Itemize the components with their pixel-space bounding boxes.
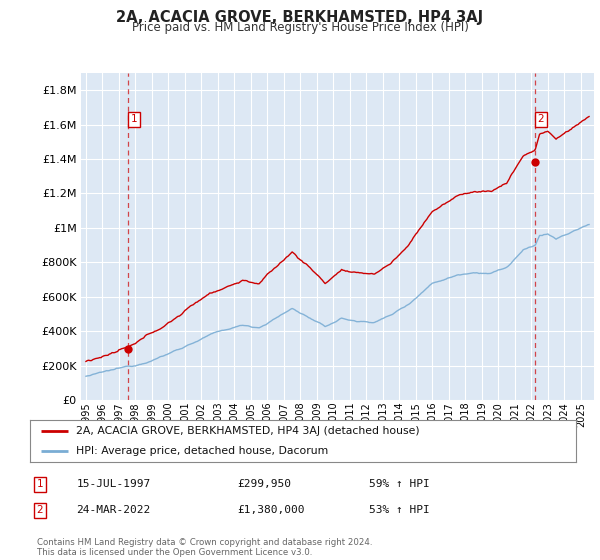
Text: 2: 2 — [538, 114, 544, 124]
Text: Contains HM Land Registry data © Crown copyright and database right 2024.
This d: Contains HM Land Registry data © Crown c… — [37, 538, 372, 557]
Text: HPI: Average price, detached house, Dacorum: HPI: Average price, detached house, Daco… — [76, 446, 329, 456]
Text: 24-MAR-2022: 24-MAR-2022 — [76, 505, 151, 515]
Text: 2A, ACACIA GROVE, BERKHAMSTED, HP4 3AJ (detached house): 2A, ACACIA GROVE, BERKHAMSTED, HP4 3AJ (… — [76, 426, 420, 436]
Text: 1: 1 — [37, 479, 43, 489]
Text: Price paid vs. HM Land Registry's House Price Index (HPI): Price paid vs. HM Land Registry's House … — [131, 21, 469, 34]
Text: 2: 2 — [37, 505, 43, 515]
Text: 1: 1 — [130, 114, 137, 124]
Text: 2A, ACACIA GROVE, BERKHAMSTED, HP4 3AJ: 2A, ACACIA GROVE, BERKHAMSTED, HP4 3AJ — [116, 10, 484, 25]
Text: 53% ↑ HPI: 53% ↑ HPI — [368, 505, 429, 515]
Text: 59% ↑ HPI: 59% ↑ HPI — [368, 479, 429, 489]
Text: £299,950: £299,950 — [238, 479, 292, 489]
Text: 15-JUL-1997: 15-JUL-1997 — [76, 479, 151, 489]
Text: £1,380,000: £1,380,000 — [238, 505, 305, 515]
